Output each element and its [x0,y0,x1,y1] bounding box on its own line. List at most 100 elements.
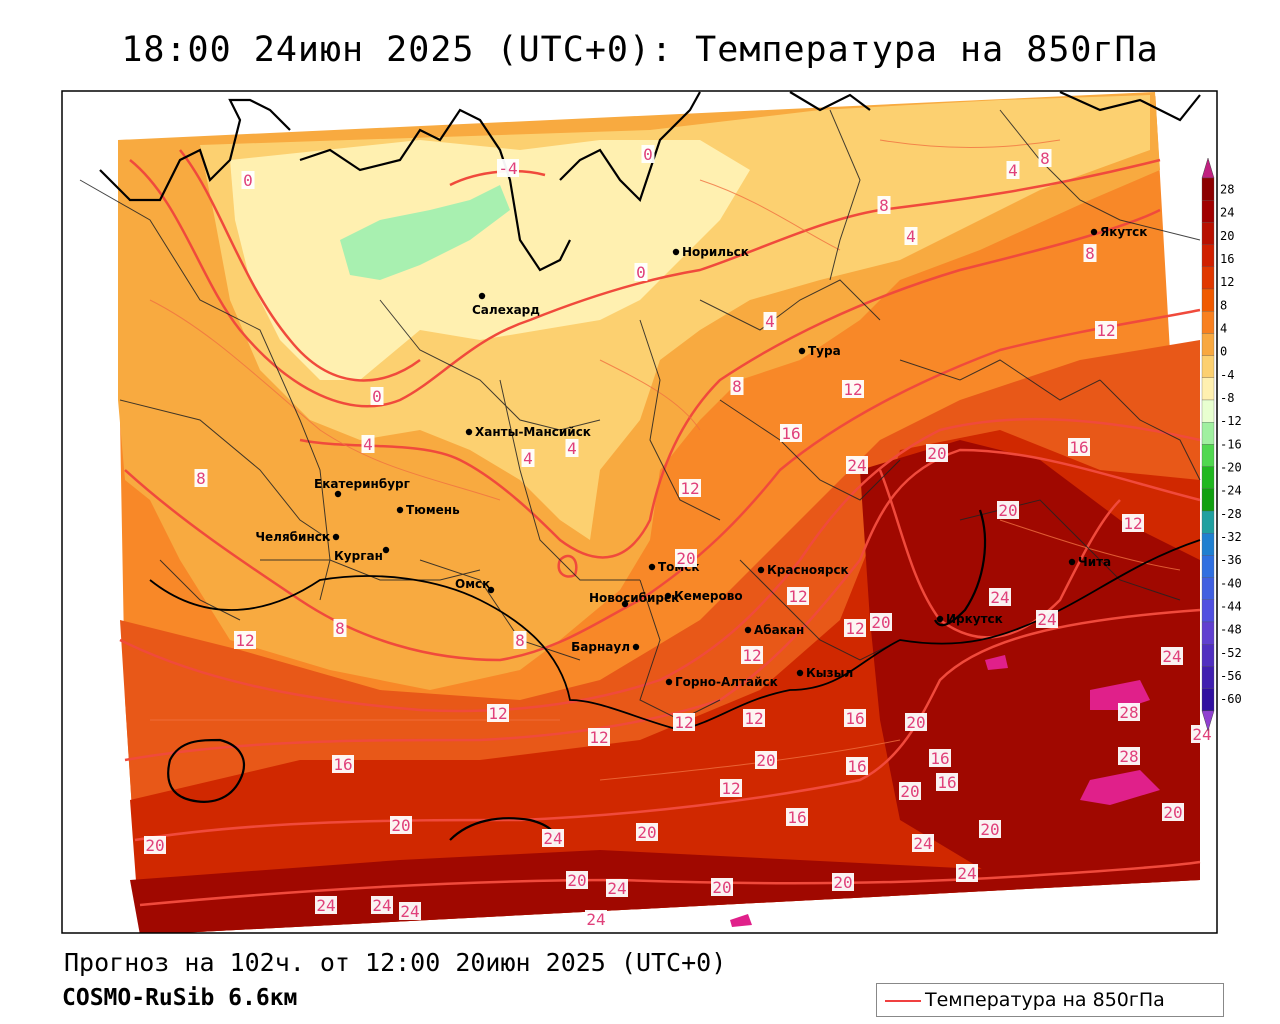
svg-text:12: 12 [488,704,507,723]
svg-text:16: 16 [1069,438,1088,457]
svg-text:24: 24 [847,456,866,475]
isotherm-label: 20 [997,501,1019,520]
colorbar-tick: -24 [1220,484,1242,498]
isotherm-label: 8 [333,619,347,638]
svg-text:24: 24 [1037,610,1056,629]
isotherm-label: 24 [956,864,978,883]
colorbar-swatch [1201,688,1215,711]
svg-text:12: 12 [674,713,693,732]
city-label: Красноярск [767,563,849,577]
isotherm-label: 12 [487,704,509,723]
isotherm-label: 28 [1118,747,1140,766]
city-dot [396,506,404,514]
svg-text:12: 12 [788,587,807,606]
svg-text:20: 20 [900,782,919,801]
isotherm-label: 16 [936,773,958,792]
colorbar-swatch [1201,333,1215,356]
city-label: Тура [808,344,841,358]
svg-text:8: 8 [879,196,889,215]
colorbar-swatch [1201,444,1215,467]
city-label: Горно-Алтайск [675,675,778,689]
colorbar-swatch [1201,311,1215,334]
svg-text:20: 20 [637,823,656,842]
city-19: Иркутск [936,612,1003,626]
svg-text:8: 8 [515,631,525,650]
colorbar-swatch [1201,355,1215,378]
colorbar-tick: 12 [1220,275,1234,289]
svg-text:4: 4 [363,435,373,454]
isotherm-label: 4 [1006,161,1020,180]
svg-text:0: 0 [643,145,653,164]
isotherm-label: 20 [899,782,921,801]
isotherm-label: 12 [844,619,866,638]
colorbar-swatch [1201,422,1215,445]
isotherm-label: 24 [315,896,337,915]
city-dot [382,546,390,554]
legend-label: Температура на 850гПа [925,989,1165,1011]
isotherm-label: 24 [585,910,607,929]
city-label: Иркутск [946,612,1003,626]
svg-text:12: 12 [1096,321,1115,340]
city-label: Салехард [472,303,540,317]
colorbar-tick: -20 [1220,461,1242,475]
isotherm-label: 12 [842,380,864,399]
colorbar-swatch [1201,666,1215,689]
city-8: Челябинск [255,530,340,544]
colorbar-tick: -60 [1220,692,1242,706]
isotherm-label: 24 [542,829,564,848]
model-info: COSMO-RuSib 6.6км [62,985,298,1011]
city-dot [665,678,673,686]
city-label: Новосибирск [589,591,679,605]
svg-text:12: 12 [843,380,862,399]
svg-text:20: 20 [998,501,1017,520]
isotherm-label: 0 [641,145,655,164]
colorbar-swatch [1201,288,1215,312]
isotherm-label: 24 [912,834,934,853]
svg-text:20: 20 [1163,803,1182,822]
svg-text:24: 24 [400,902,419,921]
city-11: Новосибирск [589,591,679,608]
city-17: Горно-Алтайск [665,675,778,689]
city-label: Барнаул [571,640,630,654]
colorbar-tick: -4 [1220,368,1234,382]
colorbar-tick: 4 [1220,322,1227,336]
isotherm-label: 16 [846,757,868,776]
city-label: Тюмень [406,503,460,517]
city-dot [664,592,672,600]
isotherm-label: 20 [832,873,854,892]
isotherm-label: 20 [870,613,892,632]
forecast-info: Прогноз на 102ч. от 12:00 20июн 2025 (UT… [64,948,727,977]
city-label: Омск [455,577,490,591]
svg-text:12: 12 [721,779,740,798]
colorbar-tick: 24 [1220,206,1234,220]
isotherm-label: 12 [743,709,765,728]
isotherm-label: 12 [787,587,809,606]
isotherm-label: 20 [979,820,1001,839]
svg-text:12: 12 [680,479,699,498]
svg-text:12: 12 [845,619,864,638]
isotherm-label: 24 [399,902,421,921]
svg-text:20: 20 [980,820,999,839]
isotherm-label: 24 [1036,610,1058,629]
svg-text:20: 20 [756,751,775,770]
colorbar-swatch [1201,577,1215,600]
colorbar-tick: 8 [1220,298,1227,312]
colorbar-tick: -12 [1220,414,1242,428]
svg-text:24: 24 [957,864,976,883]
isotherm-label: 20 [1162,803,1184,822]
colorbar-tick: -8 [1220,391,1234,405]
isotherm-label: 20 [675,549,697,568]
legend-line-swatch [885,1000,921,1002]
map-title: 18:00 24июн 2025 (UTC+0): Температура на… [121,30,1159,70]
svg-text:8: 8 [732,377,742,396]
city-label: Якутск [1100,225,1147,239]
city-label: Курган [334,549,383,563]
isotherm-label: 4 [904,227,918,246]
city-label: Челябинск [255,530,330,544]
isotherm-label: 8 [1083,244,1097,263]
city-dot [1090,228,1098,236]
isotherm-label: 12 [234,631,256,650]
isotherm-label: 4 [521,449,535,468]
